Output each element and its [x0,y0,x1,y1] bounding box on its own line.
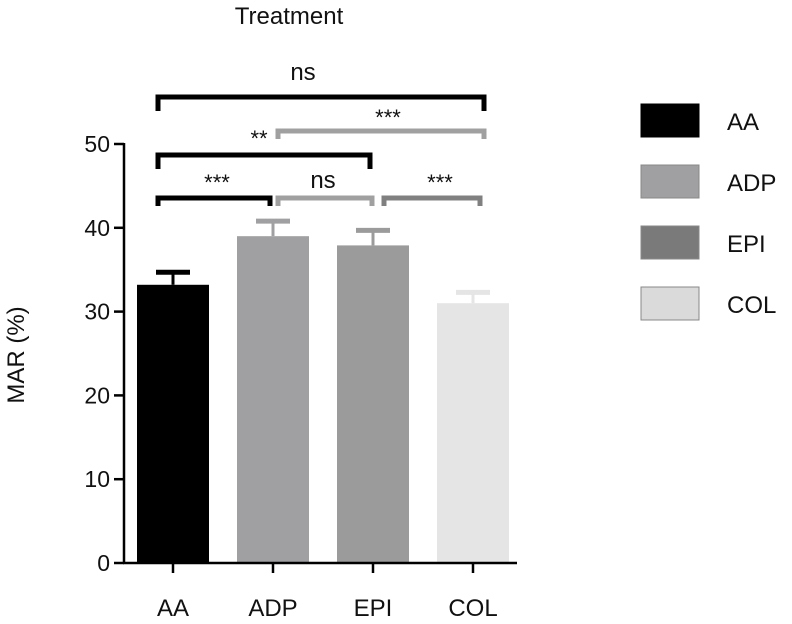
bar-col [437,303,509,563]
significance-label: *** [427,170,453,195]
comparison-adp-col: *** [275,105,487,139]
comparison-bracket [275,195,375,206]
significance-label: *** [375,105,401,130]
y-tick-label: 0 [97,550,110,576]
comparison-bracket [155,94,487,111]
legend-swatch [640,164,700,199]
bars: AA ADP EPI COL [123,218,517,622]
y-tick-label: 40 [84,215,110,241]
comparison-bracket [155,195,273,206]
bar-epi [337,245,409,563]
legend-label: AA [727,109,759,136]
legend-item-aa: AA [640,103,759,138]
x-tick-label: COL [448,595,497,622]
x-tick-label: ADP [248,595,297,622]
legend-item-adp: ADP [640,164,776,199]
significance-label: ** [250,126,268,151]
y-axis-label: MAR (%) [3,306,30,403]
legend-label: COL [727,292,776,319]
comparison-aa-adp: *** [155,170,273,206]
legend-item-col: COL [640,286,776,321]
comparison-bracket [275,128,487,139]
legend-item-epi: EPI [640,225,766,260]
significance-label: *** [204,170,230,195]
x-tick-label: EPI [354,595,393,622]
axes: 0 10 20 30 40 50 [84,131,126,576]
comparison-bracket [381,195,483,206]
significance-brackets: ns******** ns *** [155,59,487,206]
y-tick-label: 30 [84,299,110,325]
significance-label: ns [310,167,335,194]
bar-adp [237,236,309,563]
legend-label: ADP [727,170,776,197]
y-tick-label: 20 [84,382,110,408]
legend-swatch [640,225,700,260]
bar-aa [137,284,209,563]
legend-swatch [640,286,700,321]
legend-label: EPI [727,231,766,258]
comparison-adp-epi: ns [275,167,375,206]
legend: AA ADP EPI COL [640,103,776,321]
chart-title: Treatment [235,3,344,30]
y-tick-label: 10 [84,466,110,492]
significance-label: ns [290,59,315,86]
comparison-epi-col: *** [381,170,483,206]
legend-swatch [640,103,700,138]
x-tick-label: AA [157,595,189,622]
comparison-bracket [155,152,373,169]
y-tick-label: 50 [84,131,110,157]
comparison-aa-epi: ** [155,126,373,169]
comparison-aa-col: ns [155,59,487,111]
